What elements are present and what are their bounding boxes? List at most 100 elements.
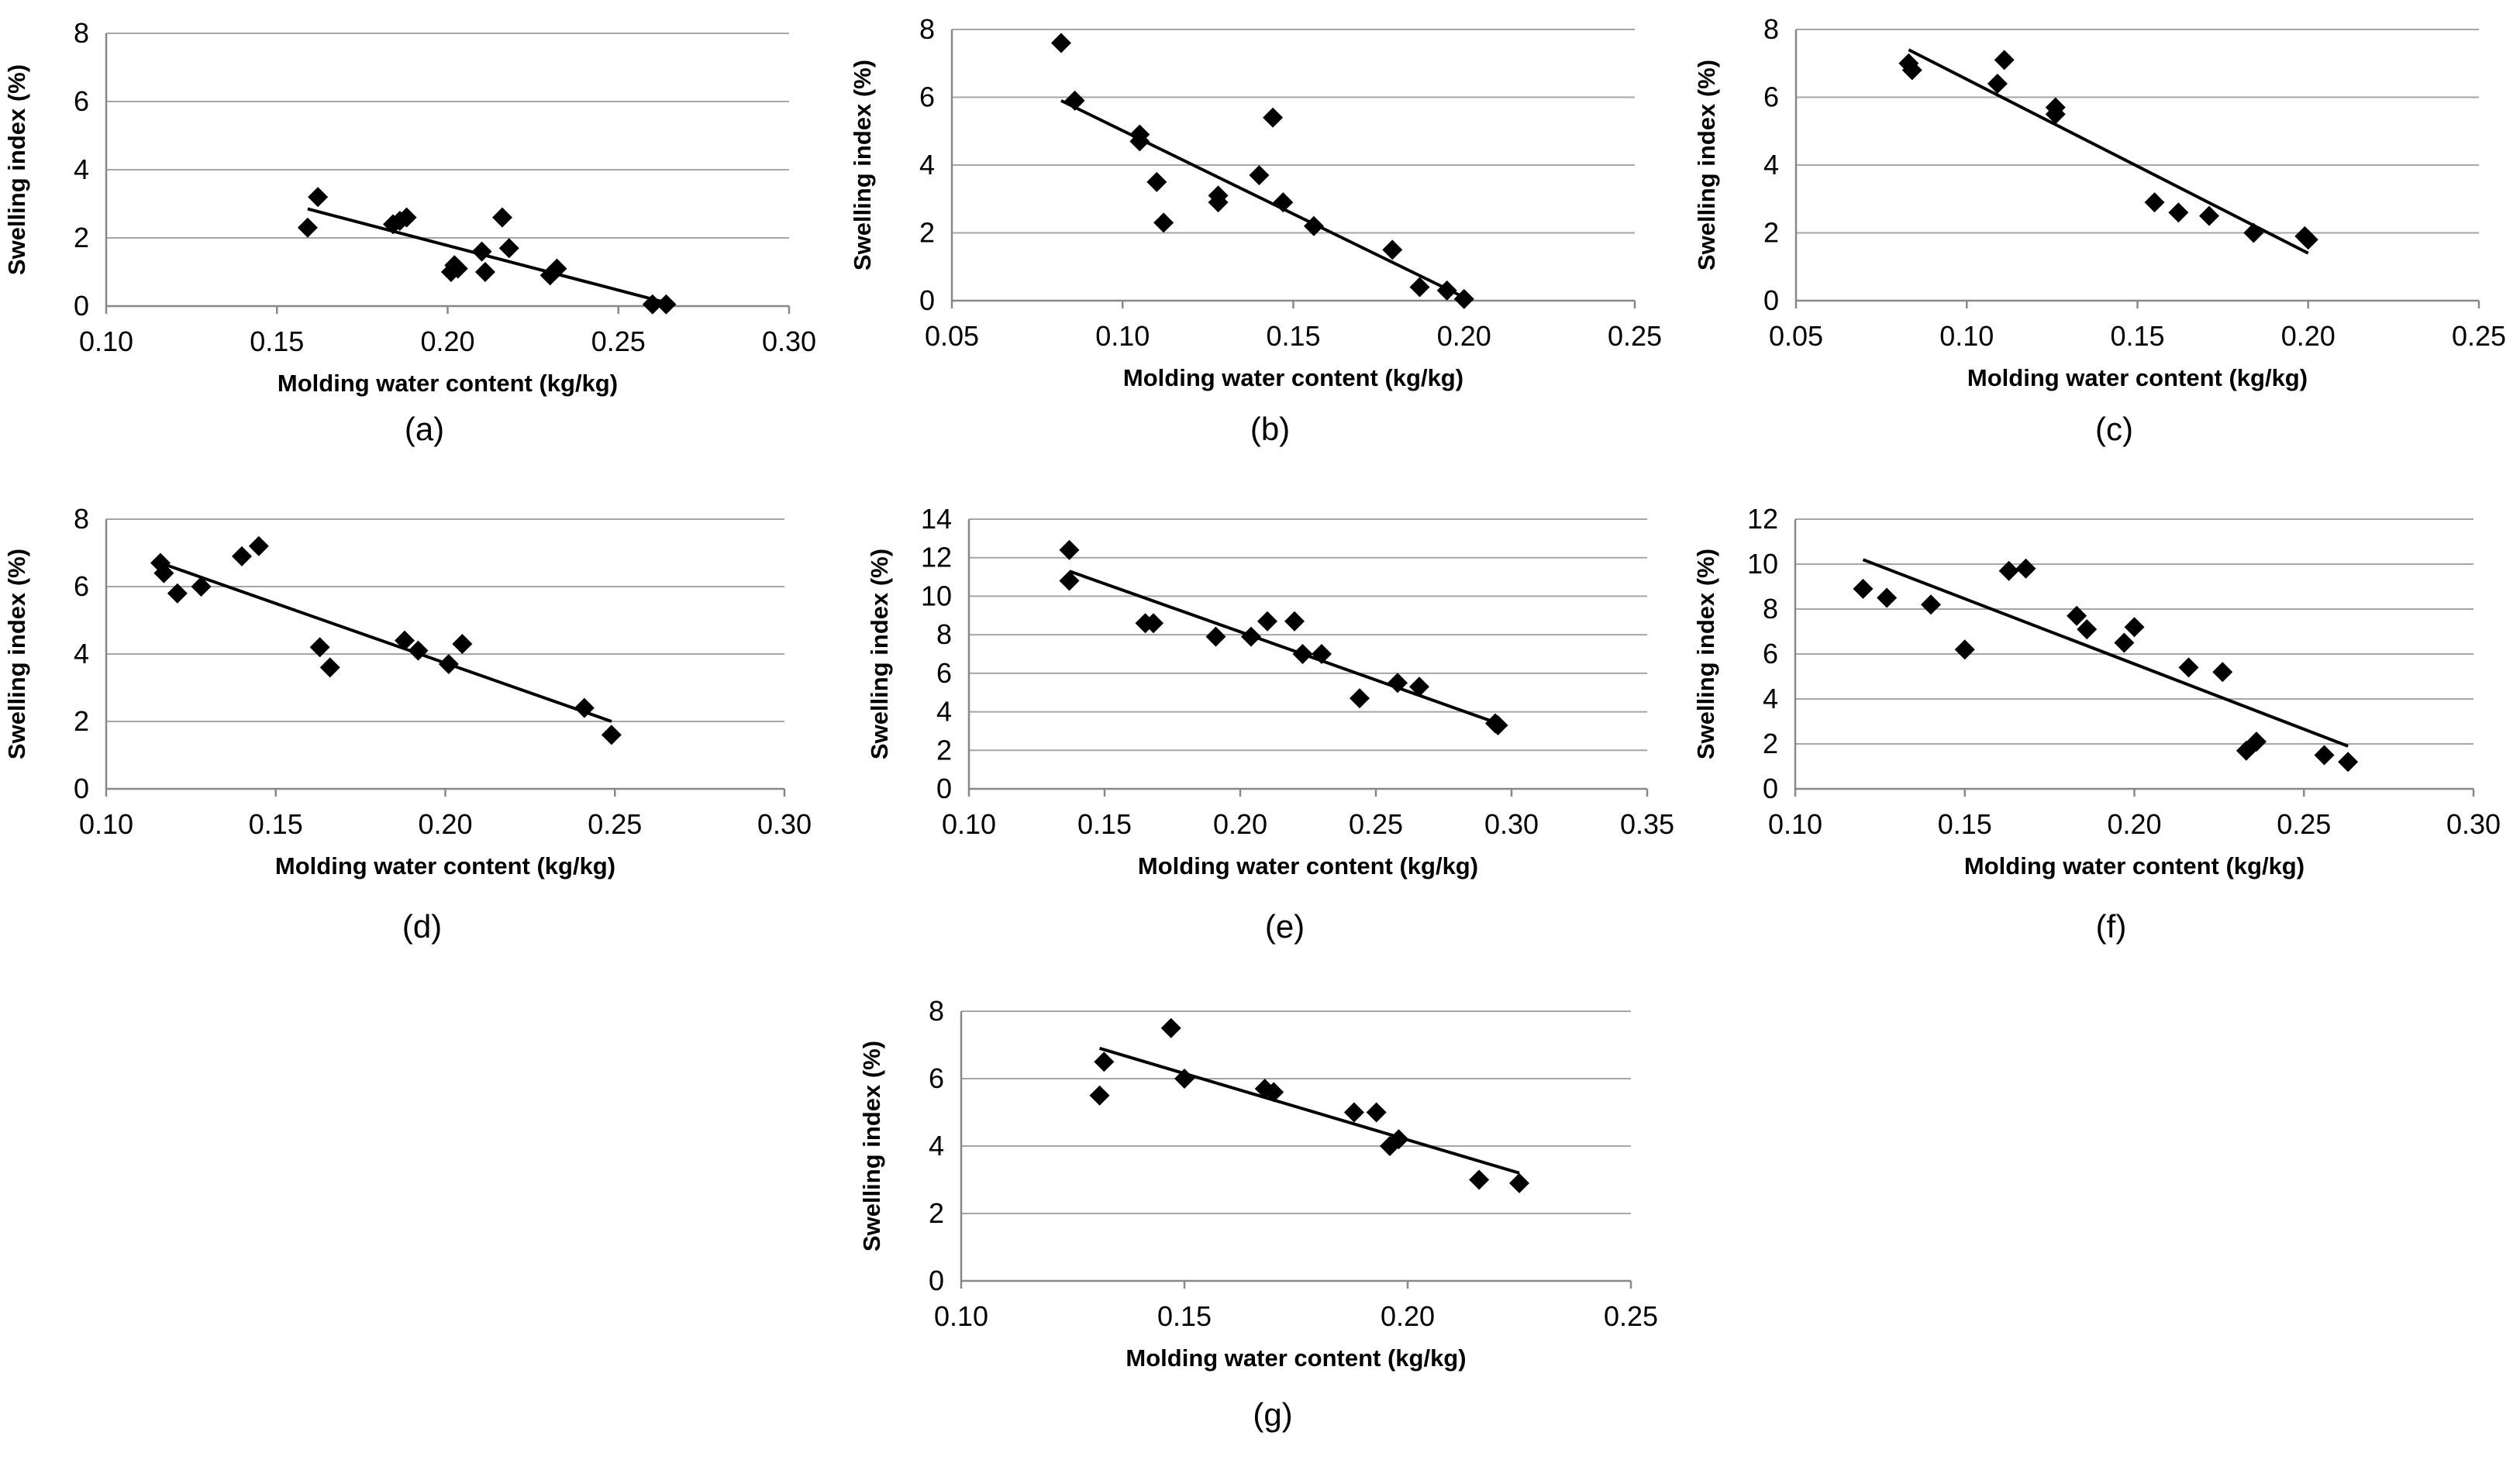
y-axis-title: Swelling index (%) <box>1693 60 1720 270</box>
y-tick-label: 2 <box>929 1197 944 1229</box>
data-point <box>2124 617 2145 638</box>
data-point <box>1094 1052 1115 1072</box>
data-point <box>642 294 663 315</box>
x-tick-label: 0.20 <box>2281 320 2336 352</box>
data-point <box>546 258 567 279</box>
data-point <box>2212 662 2233 683</box>
data-point <box>395 630 415 651</box>
y-tick-label: 8 <box>74 503 89 535</box>
panel-label: (c) <box>2095 411 2133 447</box>
data-point <box>1453 288 1474 309</box>
x-tick-label: 0.05 <box>925 320 979 352</box>
data-point <box>656 294 677 315</box>
data-point <box>396 207 417 228</box>
data-point <box>2178 657 2199 678</box>
data-point <box>1160 1017 1181 1038</box>
y-tick-label: 0 <box>919 284 935 316</box>
x-axis-title: Molding water content (kg/kg) <box>1126 1344 1466 1372</box>
data-point <box>1089 1085 1110 1106</box>
x-tick-label: 0.15 <box>1157 1300 1212 1332</box>
panel-label: (a) <box>405 411 444 447</box>
x-tick-label: 0.20 <box>1381 1300 1435 1332</box>
trendline <box>1068 570 1499 725</box>
data-point <box>1249 165 1270 186</box>
data-point <box>2314 745 2335 766</box>
chart-panel-b: 0 2 4 6 8 0.05 0.10 0.15 0.20 0.25 Molding water c… <box>849 13 1662 447</box>
data-point <box>447 258 468 279</box>
x-tick-label: 0.30 <box>1484 808 1539 840</box>
y-tick-label: 6 <box>1763 638 1778 670</box>
x-tick-label: 0.10 <box>1939 320 1994 352</box>
data-point <box>319 657 340 678</box>
y-tick-label: 6 <box>929 1062 944 1094</box>
data-point <box>408 640 429 661</box>
trendline <box>1862 558 2349 748</box>
data-point <box>1064 90 1085 111</box>
y-tick-label: 0 <box>1763 284 1779 316</box>
data-point <box>297 217 318 238</box>
y-tick-label: 8 <box>929 995 944 1027</box>
x-tick-label: 0.15 <box>1077 808 1132 840</box>
x-tick-label: 0.30 <box>757 808 812 840</box>
data-point <box>1153 212 1174 233</box>
x-axis-title: Molding water content (kg/kg) <box>278 370 618 397</box>
y-tick-label: 10 <box>1747 548 1778 580</box>
data-point <box>2243 222 2264 243</box>
x-tick-label: 0.20 <box>2107 808 2161 840</box>
y-tick-label: 4 <box>74 153 89 185</box>
y-tick-label: 8 <box>74 17 89 49</box>
x-tick-label: 0.30 <box>762 325 816 357</box>
x-tick-label: 0.20 <box>418 808 472 840</box>
data-point <box>1509 1172 1529 1193</box>
data-point <box>1205 626 1226 647</box>
data-point <box>2199 205 2220 226</box>
trendline <box>1098 1046 1520 1175</box>
data-point <box>1146 171 1167 192</box>
y-tick-label: 12 <box>1747 503 1778 535</box>
x-tick-label: 0.10 <box>1768 808 1822 840</box>
y-tick-label: 12 <box>921 542 952 573</box>
data-point <box>1174 1069 1195 1089</box>
panel-label: (f) <box>2096 908 2127 945</box>
data-point <box>2298 229 2318 250</box>
data-point <box>1312 644 1332 664</box>
y-tick-label: 6 <box>936 657 952 689</box>
data-point <box>1469 1169 1490 1190</box>
chart-panel-c: 0 2 4 6 8 0.05 0.10 0.15 0.20 0.25 Molding water c… <box>1693 13 2506 447</box>
x-tick-label: 0.20 <box>1437 320 1491 352</box>
x-axis-title: Molding water content (kg/kg) <box>1967 364 2308 391</box>
x-tick-label: 0.20 <box>1213 808 1267 840</box>
x-tick-label: 0.25 <box>588 808 642 840</box>
y-axis-title: Swelling index (%) <box>866 549 893 759</box>
panel-label: (e) <box>1265 908 1305 945</box>
y-axis-title: Swelling index (%) <box>849 60 876 270</box>
x-tick-label: 0.10 <box>942 808 996 840</box>
data-point <box>1388 1129 1409 1150</box>
x-tick-label: 0.25 <box>2452 320 2506 352</box>
y-tick-label: 4 <box>74 638 89 670</box>
y-tick-label: 2 <box>1763 217 1779 249</box>
data-point <box>2246 732 2267 752</box>
y-tick-label: 6 <box>74 85 89 117</box>
y-tick-label: 8 <box>1763 13 1779 45</box>
y-tick-label: 0 <box>929 1265 944 1296</box>
data-point <box>1488 714 1508 735</box>
data-point <box>2077 619 2098 640</box>
trendline <box>1908 48 2309 255</box>
x-tick-label: 0.35 <box>1620 808 1674 840</box>
data-point <box>2144 192 2165 213</box>
data-point <box>1050 33 1071 53</box>
y-tick-label: 10 <box>921 580 952 611</box>
y-tick-label: 4 <box>936 696 952 728</box>
x-axis-title: Molding water content (kg/kg) <box>1964 852 2305 880</box>
y-axis-title: Swelling index (%) <box>3 64 30 275</box>
data-point <box>167 583 188 604</box>
y-tick-label: 0 <box>74 773 89 804</box>
data-point <box>438 654 459 675</box>
data-point <box>452 633 473 654</box>
data-point <box>1273 192 1294 213</box>
data-point <box>1059 570 1080 591</box>
data-point <box>2045 104 2066 125</box>
data-point <box>383 214 404 235</box>
